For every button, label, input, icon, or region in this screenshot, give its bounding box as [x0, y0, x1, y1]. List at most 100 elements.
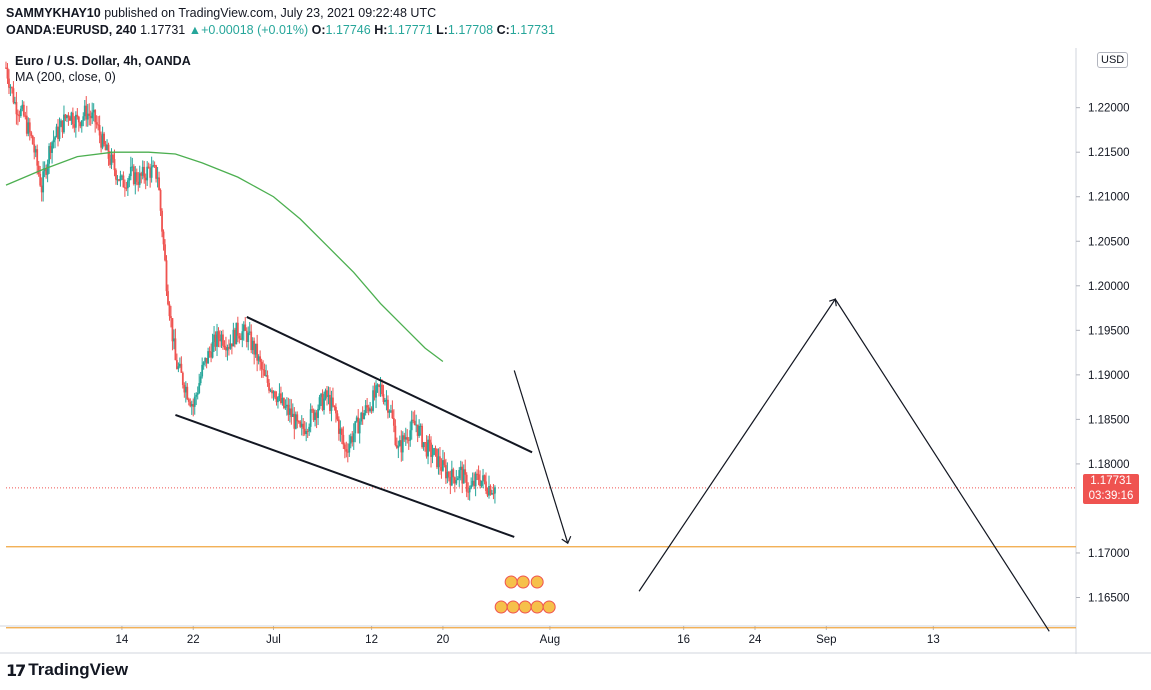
candle-body	[219, 338, 221, 342]
candle-body	[394, 425, 397, 445]
candle-body	[101, 133, 104, 148]
candle-body	[373, 390, 376, 398]
candle-body	[260, 361, 263, 370]
candle-body	[150, 166, 153, 178]
candle-body	[488, 486, 490, 496]
candle-body	[335, 406, 337, 414]
candle-body	[479, 479, 481, 486]
candle-body	[462, 469, 465, 484]
candle-body	[480, 480, 483, 486]
candle-body	[132, 166, 135, 185]
candle-body	[314, 412, 317, 421]
candle-body	[158, 177, 160, 191]
candle-body	[36, 149, 39, 166]
candle-body	[450, 469, 453, 486]
candle-body	[290, 408, 293, 417]
candle-body	[305, 431, 308, 434]
candle-body	[22, 104, 25, 116]
candle-body	[125, 187, 128, 189]
candle-body	[95, 122, 98, 125]
publisher-name[interactable]: SAMMYKHAY10	[6, 6, 101, 20]
candle-body	[92, 109, 95, 113]
candle-body	[401, 435, 404, 453]
candle-body	[54, 137, 56, 140]
candle-body	[187, 399, 190, 402]
candle-body	[6, 67, 9, 79]
projection-arrow-down	[513, 370, 569, 544]
candle-body	[51, 142, 53, 153]
candle-body	[76, 114, 79, 117]
candle-body	[88, 113, 91, 116]
candle-body	[470, 485, 473, 489]
candle-body	[89, 115, 92, 119]
candle-body	[422, 442, 425, 448]
candle-body	[333, 405, 336, 407]
y-tick-label: 1.22000	[1088, 103, 1130, 115]
candle-body	[311, 409, 314, 411]
candle-body	[100, 135, 103, 148]
candle-body	[91, 112, 94, 119]
candle-body	[180, 363, 183, 373]
close-label: C:	[496, 23, 510, 37]
candle-body	[40, 185, 43, 193]
candle-body	[19, 108, 22, 116]
candle-body	[159, 190, 162, 211]
candle-body	[392, 418, 395, 426]
candle-body	[64, 114, 67, 119]
candle-body	[456, 478, 459, 481]
candle-body	[204, 357, 207, 363]
candle-body	[121, 175, 123, 177]
candle-body	[104, 144, 107, 151]
candle-body	[407, 439, 410, 441]
candle-body	[474, 473, 477, 487]
y-tick-label: 1.20500	[1088, 236, 1130, 248]
candle-body	[391, 410, 394, 419]
candle-body	[129, 166, 132, 177]
currency-button[interactable]: USD	[1097, 52, 1129, 68]
y-tick-label: 1.21500	[1088, 147, 1130, 159]
candle-body	[83, 105, 86, 117]
candle-body	[198, 383, 201, 394]
candle-body	[103, 133, 105, 145]
candle-body	[413, 420, 416, 426]
projection-path-zigzag	[638, 298, 1050, 632]
candle-body	[360, 412, 363, 422]
candle-body	[225, 347, 227, 351]
candle-body	[60, 120, 62, 127]
candle-body	[318, 397, 321, 409]
candle-body	[256, 343, 259, 361]
x-tick-label: 20	[437, 634, 450, 646]
y-tick-label: 1.18000	[1088, 459, 1130, 471]
candle-body	[403, 435, 406, 440]
candle-body	[171, 318, 174, 342]
candle-body	[24, 115, 27, 117]
instrument-title[interactable]: Euro / U.S. Dollar, 4h, OANDA	[15, 54, 191, 68]
candle-body	[173, 338, 175, 342]
candle-body	[465, 474, 468, 492]
candle-body	[419, 425, 422, 427]
candle-body	[184, 386, 187, 393]
candle-body	[428, 439, 431, 443]
candle-body	[278, 393, 281, 397]
candle-body	[245, 330, 248, 343]
candle-body	[94, 109, 97, 123]
candle-body	[205, 357, 208, 364]
candle-body	[412, 419, 415, 421]
candle-body	[415, 424, 418, 426]
candle-body	[330, 397, 333, 411]
candle-body	[294, 414, 297, 429]
candle-body	[299, 421, 302, 427]
candle-body	[79, 122, 82, 127]
candle-body	[272, 391, 275, 394]
economic-event-icon	[530, 575, 544, 589]
tradingview-logo[interactable]: 17 TradingView	[6, 660, 128, 680]
candle-body	[309, 409, 312, 427]
candle-body	[274, 391, 276, 398]
candle-body	[49, 146, 52, 153]
x-tick-label: Jul	[266, 634, 281, 646]
candle-body	[33, 144, 36, 153]
candle-body	[297, 421, 300, 423]
candle-body	[265, 375, 267, 377]
indicator-label[interactable]: MA (200, close, 0)	[15, 70, 116, 84]
